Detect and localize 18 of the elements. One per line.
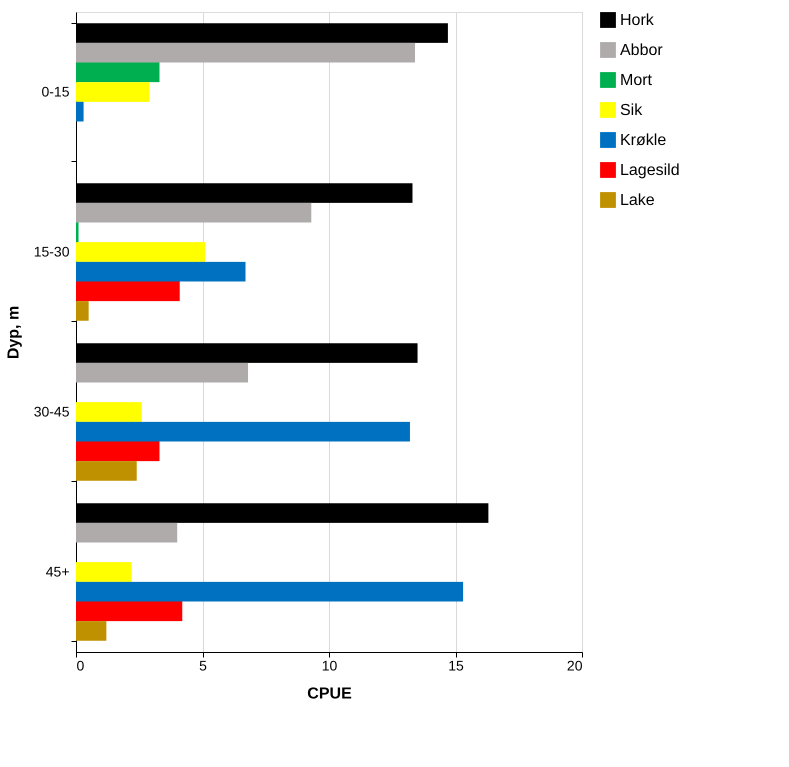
y-tick-label: 30-45 [34,404,70,420]
legend-label: Lagesild [620,162,680,179]
legend-label: Hork [620,12,655,29]
legend-label: Abbor [620,42,664,59]
x-tick-label: 20 [566,658,583,674]
legend-label: Mort [620,72,653,89]
y-tick-label: 0-15 [41,84,70,100]
legend-label: Lake [620,192,655,209]
y-tick-label: 45+ [46,564,70,580]
legend-label: Krøkle [620,132,666,149]
y-axis-title: Dyp, m [6,306,23,360]
x-axis-title: CPUE [307,686,352,702]
x-tick-label: 15 [448,658,464,674]
y-tick-label: 15-30 [34,244,70,260]
x-tick-label: 0 [76,658,84,674]
x-tick-label: 10 [322,658,338,674]
x-tick-label: 5 [199,658,208,674]
legend-label: Sik [620,102,644,119]
